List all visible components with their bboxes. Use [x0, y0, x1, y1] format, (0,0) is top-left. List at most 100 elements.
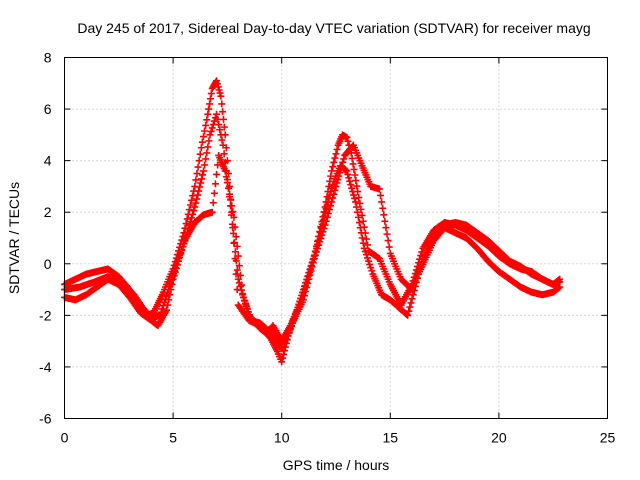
data-point: [332, 182, 340, 190]
data-point: [303, 284, 311, 292]
data-point: [331, 186, 339, 194]
data-point: [157, 308, 165, 316]
data-point: [556, 278, 564, 286]
data-point: [192, 199, 200, 207]
data-point: [218, 136, 226, 144]
data-point: [195, 187, 203, 195]
data-point: [406, 303, 414, 311]
x-axis-label: GPS time / hours: [283, 457, 390, 473]
data-point: [310, 255, 318, 263]
data-point: [367, 264, 375, 272]
data-point: [324, 210, 332, 218]
data-point: [328, 198, 336, 206]
data-point: [377, 191, 385, 199]
x-tick-label: 10: [274, 430, 290, 446]
data-point: [366, 260, 374, 268]
data-point: [235, 262, 243, 270]
chart-title: Day 245 of 2017, Sidereal Day-to-day VTE…: [77, 20, 590, 36]
data-point: [229, 208, 237, 216]
data-point: [334, 176, 342, 184]
data-point: [382, 224, 390, 232]
data-point: [163, 292, 171, 300]
data-point: [188, 214, 196, 222]
data-point: [383, 230, 391, 238]
data-point: [304, 279, 312, 287]
data-point: [163, 306, 171, 314]
data-point: [201, 127, 209, 135]
data-point: [329, 163, 337, 171]
data-point: [194, 163, 202, 171]
data-point: [238, 281, 246, 289]
data-point: [209, 199, 217, 207]
data-point: [350, 165, 358, 173]
data-point: [217, 92, 225, 100]
data-point: [360, 244, 368, 252]
y-tick-label: 2: [44, 204, 52, 220]
data-point: [210, 189, 218, 197]
data-point: [208, 124, 216, 132]
data-point: [338, 162, 346, 170]
grid-layer: [64, 57, 608, 419]
data-point: [197, 179, 205, 187]
data-point: [196, 183, 204, 191]
data-point: [220, 150, 228, 158]
data-point: [351, 171, 359, 179]
data-series: [61, 77, 564, 366]
data-point: [224, 184, 232, 192]
data-point: [191, 203, 199, 211]
y-tick-label: -4: [39, 359, 52, 375]
data-point: [199, 171, 207, 179]
data-point: [192, 176, 200, 184]
data-point: [216, 126, 224, 134]
data-point: [344, 137, 352, 145]
data-point: [207, 90, 215, 98]
data-point: [168, 276, 176, 284]
data-point: [220, 123, 228, 131]
data-point: [408, 295, 416, 303]
data-point: [351, 194, 359, 202]
data-point: [161, 295, 169, 303]
ticks-layer: 0 5 10 15 20 25 -6 -4 -2 0 2 4 6 8: [39, 50, 615, 446]
data-point: [301, 292, 309, 300]
data-point: [335, 172, 343, 180]
data-point: [172, 264, 180, 272]
y-tick-label: -6: [39, 411, 52, 427]
data-point: [205, 105, 213, 113]
data-point: [319, 228, 327, 236]
data-point: [206, 100, 214, 108]
data-point: [171, 267, 179, 275]
data-point: [204, 143, 212, 151]
data-point: [348, 154, 356, 162]
data-point: [169, 273, 177, 281]
data-point: [322, 205, 330, 213]
data-point: [359, 239, 367, 247]
data-point: [302, 288, 310, 296]
data-point: [323, 213, 331, 221]
plot-frame: [64, 57, 608, 419]
data-point: [279, 354, 287, 362]
data-point: [321, 221, 329, 229]
data-point: [205, 137, 213, 145]
data-point: [231, 223, 239, 231]
data-point: [328, 167, 336, 175]
data-point: [329, 194, 337, 202]
data-point: [218, 100, 226, 108]
data-point: [230, 213, 238, 221]
data-point: [344, 170, 352, 178]
data-point: [404, 311, 412, 319]
y-tick-label: 6: [44, 101, 52, 117]
data-point: [316, 238, 324, 246]
data-point: [314, 245, 322, 253]
y-axis-label: SDTVAR / TECUs: [6, 182, 22, 294]
data-point: [200, 133, 208, 141]
data-point: [305, 275, 313, 283]
data-point: [358, 211, 366, 219]
data-point: [186, 201, 194, 209]
x-tick-label: 5: [169, 430, 177, 446]
data-point: [336, 169, 344, 177]
data-point: [196, 150, 204, 158]
data-point: [311, 251, 319, 259]
data-point: [236, 282, 244, 290]
data-point: [352, 198, 360, 206]
